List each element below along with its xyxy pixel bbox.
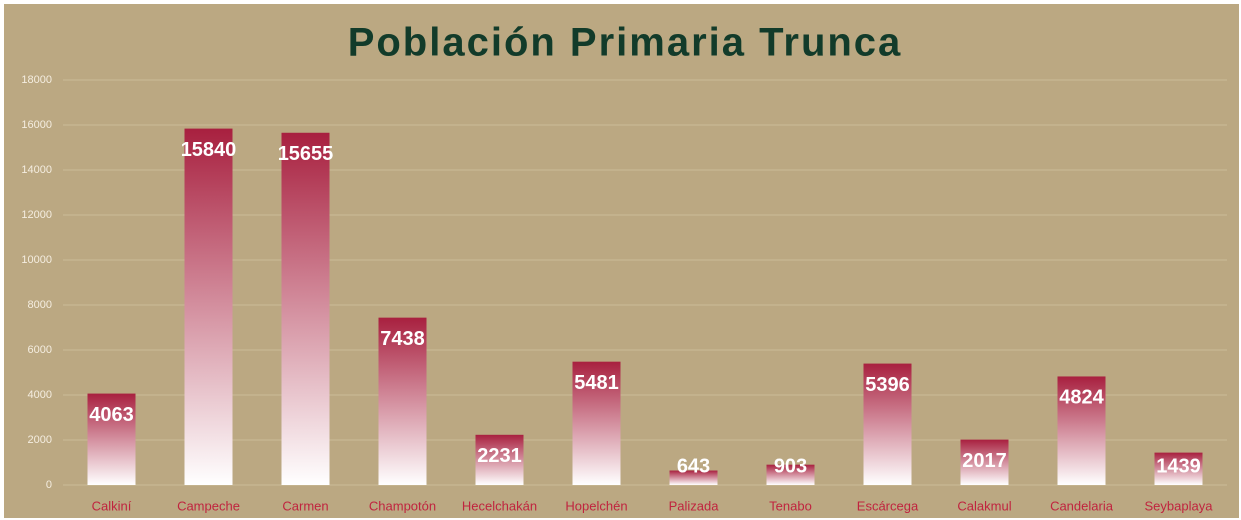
y-tick-label: 14000 <box>21 164 52 176</box>
x-tick-label: Tenabo <box>769 498 812 513</box>
data-label: 643 <box>677 455 710 477</box>
data-label: 15840 <box>181 139 237 161</box>
x-tick-label: Hopelchén <box>565 498 627 513</box>
bar <box>184 128 233 485</box>
x-tick-label: Calkiní <box>92 498 132 513</box>
data-label: 4063 <box>89 404 134 426</box>
data-label: 2017 <box>962 450 1007 472</box>
y-tick-label: 10000 <box>21 254 52 266</box>
data-label: 5481 <box>574 372 619 394</box>
y-tick-label: 8000 <box>28 299 52 311</box>
x-tick-label: Escárcega <box>857 498 919 513</box>
x-tick-label: Champotón <box>369 498 436 513</box>
bar <box>1154 452 1203 485</box>
bar <box>863 363 912 485</box>
data-label: 1439 <box>1156 455 1201 477</box>
x-tick-label: Campeche <box>177 498 240 513</box>
data-label: 4824 <box>1059 387 1104 409</box>
data-label: 903 <box>774 455 807 477</box>
y-tick-label: 0 <box>46 479 52 491</box>
bar <box>378 317 427 485</box>
x-tick-label: Carmen <box>282 498 328 513</box>
y-tick-label: 4000 <box>28 389 52 401</box>
data-label: 15655 <box>278 143 334 165</box>
x-tick-label: Seybaplaya <box>1145 498 1214 513</box>
y-tick-label: 2000 <box>28 434 52 446</box>
bar <box>475 434 524 485</box>
bar <box>766 464 815 485</box>
data-label: 2231 <box>477 445 522 467</box>
x-tick-label: Calakmul <box>957 498 1011 513</box>
x-tick-label: Palizada <box>669 498 720 513</box>
x-tick-label: Candelaria <box>1050 498 1114 513</box>
y-tick-label: 16000 <box>21 119 52 131</box>
x-tick-label: Hecelchakán <box>462 498 537 513</box>
bar <box>1057 376 1106 485</box>
y-tick-label: 6000 <box>28 344 52 356</box>
bar <box>87 393 136 485</box>
chart-title: Población Primaria Trunca <box>348 21 903 65</box>
bar <box>669 470 718 485</box>
y-tick-label: 18000 <box>21 74 52 86</box>
bar <box>281 132 330 485</box>
bar <box>960 439 1009 485</box>
bar <box>572 361 621 485</box>
y-tick-label: 12000 <box>21 209 52 221</box>
data-label: 5396 <box>865 374 910 396</box>
data-label: 7438 <box>380 328 425 350</box>
